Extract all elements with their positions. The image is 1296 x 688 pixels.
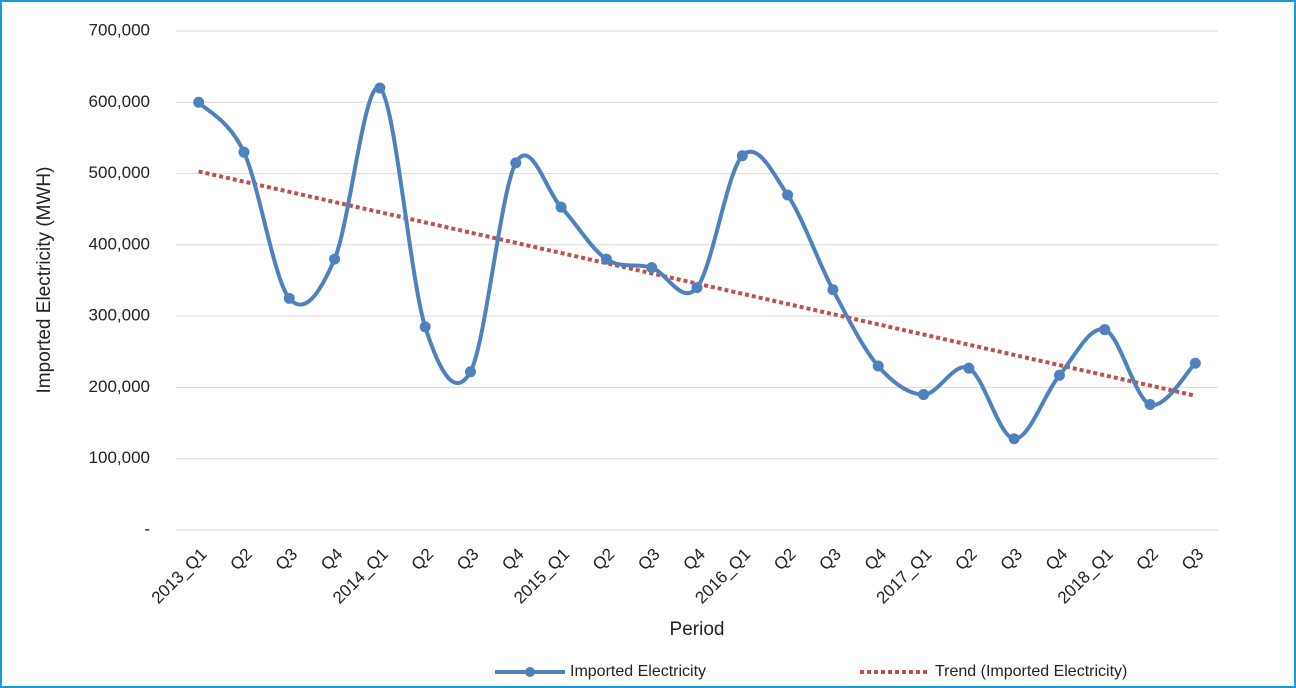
y-tick-label: 400,000 xyxy=(89,234,150,253)
data-point xyxy=(600,253,612,265)
data-point xyxy=(329,253,341,265)
data-point xyxy=(963,362,975,374)
x-axis-title: Period xyxy=(670,619,725,640)
data-point xyxy=(464,366,476,378)
legend-label: Imported Electricity xyxy=(570,663,706,680)
data-point xyxy=(1144,399,1156,411)
data-point xyxy=(374,82,386,94)
y-tick-label: 700,000 xyxy=(89,20,150,39)
data-point xyxy=(827,284,839,296)
data-point xyxy=(283,292,295,304)
data-point xyxy=(1099,324,1111,336)
data-point xyxy=(691,282,703,294)
y-tick-label: 100,000 xyxy=(89,448,150,467)
data-point xyxy=(419,321,431,333)
series-line xyxy=(198,169,1196,398)
data-point xyxy=(872,360,884,372)
legend-label: Trend (Imported Electricity) xyxy=(935,663,1127,680)
data-point xyxy=(238,146,250,158)
data-point xyxy=(736,150,748,162)
y-tick-label: 300,000 xyxy=(89,306,150,325)
data-point xyxy=(1053,369,1065,381)
data-point xyxy=(555,201,567,213)
y-tick-label: - xyxy=(144,519,150,538)
data-point xyxy=(1189,357,1201,369)
data-point xyxy=(193,96,205,108)
legend-marker xyxy=(525,667,535,677)
y-axis-title: Imported Electricity (MWH) xyxy=(34,167,55,394)
data-point xyxy=(510,157,522,169)
data-point xyxy=(646,262,658,274)
data-point xyxy=(782,189,794,201)
y-tick-label: 500,000 xyxy=(89,163,150,182)
y-tick-label: 200,000 xyxy=(89,377,150,396)
data-point xyxy=(1008,433,1020,445)
y-tick-label: 600,000 xyxy=(89,92,150,111)
data-point xyxy=(918,389,930,401)
